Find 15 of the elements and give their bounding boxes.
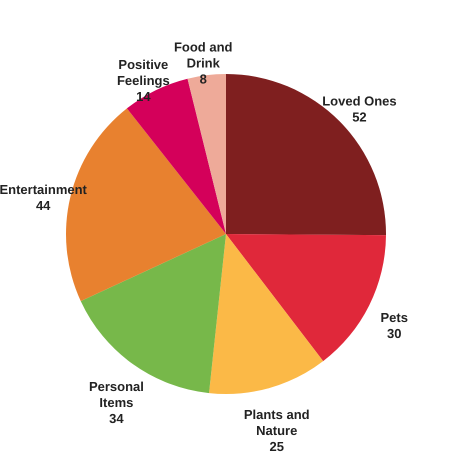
data-label: 8 (200, 71, 207, 86)
data-label: 30 (386, 326, 402, 341)
data-label: 25 (269, 439, 284, 454)
pie-slice (209, 234, 324, 394)
data-label: 34 (109, 410, 124, 426)
slice-label: Food and Drink (174, 39, 233, 70)
slice-label: Pets (380, 310, 408, 325)
slice-label: Personal Items (88, 378, 144, 410)
pie-slice (80, 234, 226, 394)
slice-label: Loved Ones (322, 94, 397, 109)
data-label: 44 (36, 198, 52, 214)
data-label: 52 (352, 110, 367, 125)
slice-label: Plants and Nature (244, 407, 310, 438)
slice-label: Positive Feelings (116, 57, 170, 88)
pie-slice (188, 74, 226, 234)
